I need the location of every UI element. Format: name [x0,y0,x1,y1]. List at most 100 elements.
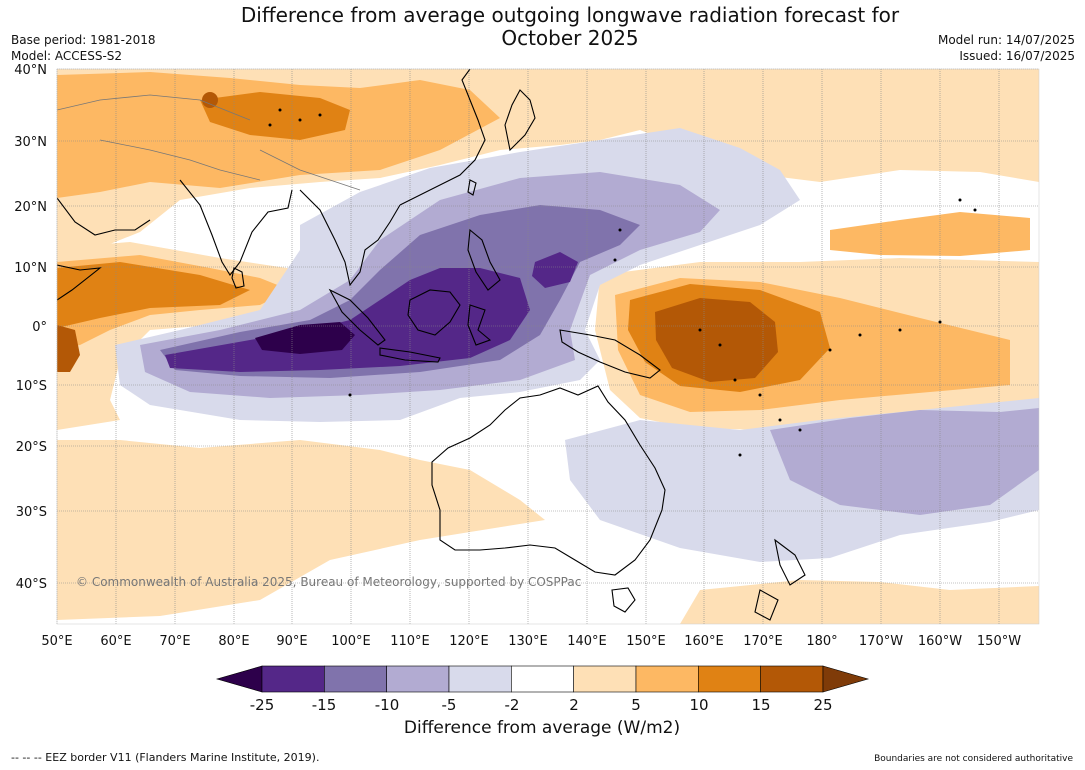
coastline-arabia [57,197,151,236]
colorbar-caption: Difference from average (W/m2) [403,718,681,738]
lon-label: 80°E [218,634,249,649]
lon-gridlines [56,69,1000,624]
lon-label: 130°E [508,634,548,649]
colorbar-segment [698,665,761,693]
anomaly-npac-orange [830,212,1030,256]
coastline-africa-horn [57,264,102,301]
lat-label: 40°S [16,577,47,592]
colorbar-tick: 5 [631,696,641,714]
coastline-japan [504,89,536,152]
colorbar-tick: 15 [751,696,770,714]
colorbar-segment [511,665,574,693]
colorbar-tick: -5 [442,696,457,714]
coastline-new-zealand [774,538,806,586]
meta-right: Model run: 14/07/2025 Issued: 16/07/2025 [938,32,1075,64]
colorbar-tick: -25 [250,696,275,714]
anomaly-south-light-orange [57,440,545,620]
anomaly-darkest-purple [255,322,355,354]
lon-label: 170°W [859,634,903,649]
lon-label: 120°E [449,634,489,649]
colorbar-segment [760,665,824,693]
title-line-1: Difference from average outgoing longwav… [240,3,900,27]
colorbar-tick: -10 [375,696,400,714]
colorbar-tick: 25 [813,696,832,714]
colorbar-tick: 10 [689,696,708,714]
anomaly-field [57,69,1039,624]
colorbar-segment [635,665,699,693]
issued-date: Issued: 16/07/2025 [959,49,1075,63]
coastline-java [379,347,441,363]
title-line-2: October 2025 [501,26,639,50]
coastline-philippines [467,228,501,291]
colorbar-ticks: -25 -15 -10 -5 -2 2 5 10 15 25 [250,696,833,714]
lon-label: 70°E [159,634,190,649]
lon-label: 100°E [331,634,371,649]
eez-note: -- -- -- EEZ border V11 (Flanders Marine… [11,751,320,764]
model-name: Model: ACCESS-S2 [11,49,123,63]
coastline-sri-lanka [231,267,245,289]
coastline-sulawesi [467,304,492,346]
anomaly-scs-dark-purple [532,252,578,288]
colorbar [215,665,870,693]
colorbar-segment [386,665,450,693]
map-title: Difference from average outgoing longwav… [170,4,970,50]
anomaly-westind-deep-orange [57,262,250,328]
coastline-sumatra [328,288,386,346]
colorbar-segment [324,665,387,693]
lon-label: 180° [806,634,837,649]
colorbar-extend-low [215,665,263,693]
lon-label: 60°E [100,634,131,649]
model-run: Model run: 14/07/2025 [937,33,1075,47]
coastline-new-guinea [559,329,661,379]
base-period: Base period: 1981-2018 [11,33,156,47]
lon-label: 140°E [567,634,607,649]
anomaly-pacific-dark-orange [655,298,778,382]
lon-label: 110°E [390,634,430,649]
colorbar-tick: 2 [569,696,579,714]
copyright-text: © Commonwealth of Australia 2025, Bureau… [76,575,581,589]
anomaly-himalaya-dark-orange [202,92,218,108]
coastline-australia [431,385,666,576]
island-marks [268,108,977,457]
lon-label: 50°E [41,634,72,649]
coastline-indochina [299,189,401,287]
lon-label: 150°E [626,634,666,649]
boundaries-note: Boundaries are not considered authoritat… [874,754,1073,764]
coastline-east-asia [399,69,486,206]
coastline-borneo [407,289,461,336]
coastline-new-zealand-south [754,589,779,621]
lat-label: 0° [32,320,47,335]
lon-label: 170°E [743,634,783,649]
lon-label: 90°E [276,634,307,649]
anomaly-seast-light-orange [680,580,1039,624]
map-frame [56,68,1040,625]
lon-axis-labels: 50°E 60°E 70°E 80°E 90°E 100°E 110°E 120… [41,634,1021,649]
meta-left: Base period: 1981-2018 Model: ACCESS-S2 [11,32,156,64]
colorbar-tick: -15 [312,696,337,714]
colorbar-segment [261,665,325,693]
anomaly-light-purple-south [770,408,1039,515]
lat-label: 10°S [16,379,47,394]
lat-label: 20°N [14,200,47,215]
coastline-taiwan [467,179,477,196]
lon-label: 160°W [918,634,962,649]
coastlines [57,69,806,621]
colorbar-tick: -2 [505,696,520,714]
colorbar-segment [448,665,512,693]
coastline-tasmania [611,587,636,613]
anomaly-africa-dark-orange [57,325,80,372]
lon-label: 160°E [684,634,724,649]
lat-axis-labels: 40°N 30°N 20°N 10°N 0° 10°S 20°S 30°S 40… [14,63,47,592]
lat-label: 30°S [16,505,47,520]
anomaly-dark-purple [165,268,530,372]
lat-label: 30°N [14,135,47,150]
colorbar-segment [573,665,637,693]
colorbar-extend-high [822,665,870,693]
anomaly-tibet-deep-orange [200,92,350,140]
lat-label: 40°N [14,63,47,78]
lon-label: 150°W [977,634,1021,649]
lat-label: 20°S [16,440,47,455]
country-borders [57,94,361,191]
lat-label: 10°N [14,261,47,276]
